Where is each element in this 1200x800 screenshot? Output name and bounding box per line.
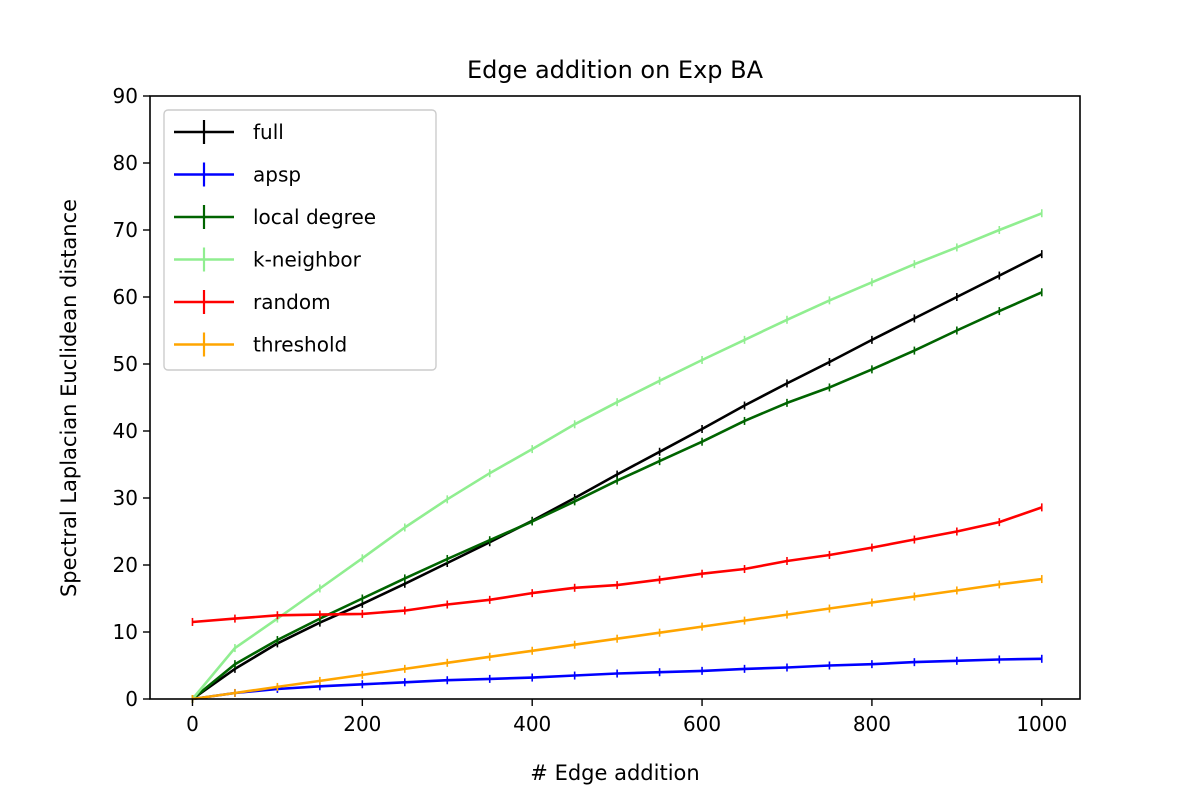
- x-tick-label: 0: [186, 712, 199, 736]
- legend-entry: threshold: [174, 332, 347, 357]
- x-axis-title: # Edge addition: [530, 761, 699, 785]
- y-tick-label: 90: [113, 84, 138, 108]
- y-tick-label: 50: [113, 352, 138, 376]
- y-tick-label: 30: [113, 486, 138, 510]
- x-tick-label: 200: [343, 712, 381, 736]
- chart-title: Edge addition on Exp BA: [467, 56, 764, 84]
- legend-entry: apsp: [174, 162, 301, 187]
- x-tick-label: 1000: [1016, 712, 1067, 736]
- y-tick-label: 20: [113, 553, 138, 577]
- series-random: [191, 503, 1043, 626]
- series-apsp: [191, 654, 1043, 703]
- y-tick-label: 80: [113, 151, 138, 175]
- legend-entry: local degree: [174, 205, 376, 229]
- x-tick-label: 400: [513, 712, 551, 736]
- plot-frame: [149, 95, 1081, 700]
- legend-label: random: [253, 290, 331, 314]
- y-axis-title: Spectral Laplacian Euclidean distance: [57, 199, 81, 597]
- legend-entry: full: [174, 120, 284, 144]
- x-tick-label: 800: [853, 712, 891, 736]
- series-local-degree: [191, 288, 1043, 703]
- legend-label: local degree: [253, 205, 376, 229]
- y-tick-label: 0: [125, 687, 138, 711]
- y-tick-label: 60: [113, 285, 138, 309]
- legend-entry: random: [174, 290, 331, 314]
- legend-label: k-neighbor: [253, 248, 362, 272]
- legend: full apsp local degree k-neighbor random thre…: [163, 109, 437, 371]
- series-threshold: [191, 575, 1043, 703]
- y-tick-label: 10: [113, 620, 138, 644]
- axes: 0 200 400 600 800 1000 0 10 20 30 40 50 60 70 80 90: [113, 84, 1068, 736]
- legend-entry: k-neighbor: [174, 247, 362, 272]
- legend-label: full: [253, 120, 284, 144]
- y-tick-label: 40: [113, 419, 138, 443]
- legend-label: threshold: [253, 333, 347, 357]
- legend-label: apsp: [253, 163, 301, 187]
- plot-area: [191, 209, 1043, 703]
- y-tick-label: 70: [113, 218, 138, 242]
- legend-box: [163, 109, 437, 371]
- x-tick-label: 600: [683, 712, 721, 736]
